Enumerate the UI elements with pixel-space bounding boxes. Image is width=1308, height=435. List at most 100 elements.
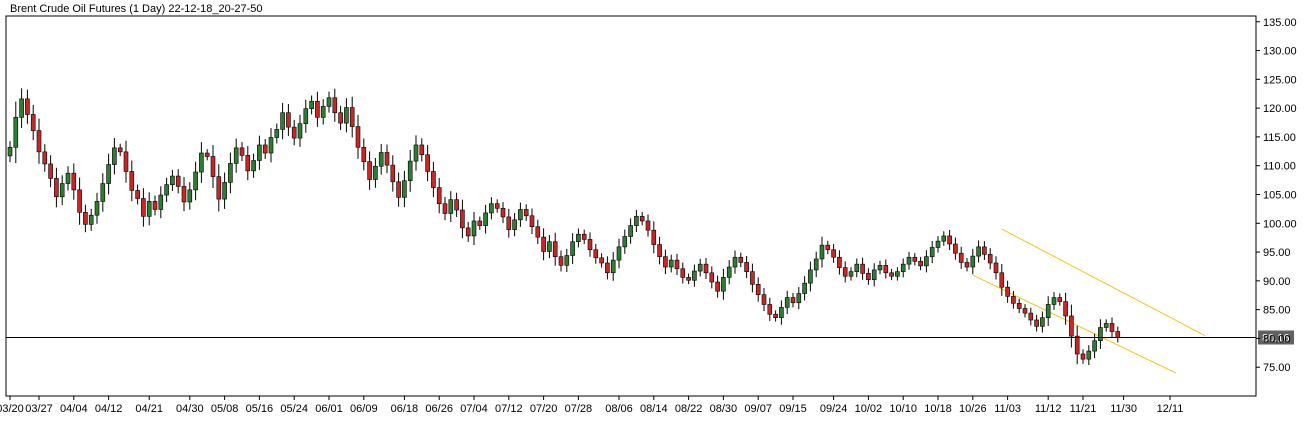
candle-down xyxy=(993,262,999,274)
candle-down xyxy=(454,199,459,211)
candle-down xyxy=(755,284,761,295)
candle-up xyxy=(471,220,477,237)
candle-down xyxy=(1022,308,1028,314)
candle-up xyxy=(222,182,227,200)
y-tick-label: 135.00 xyxy=(1263,17,1297,29)
candle-up xyxy=(19,98,24,118)
candle-down xyxy=(315,100,320,118)
current-price-tag xyxy=(1258,330,1294,345)
candle-down xyxy=(541,236,546,252)
candle-down xyxy=(286,112,291,128)
x-tick-label: 12/11 xyxy=(1157,403,1184,415)
candle-down xyxy=(425,154,430,172)
y-tick-label: 95.00 xyxy=(1263,247,1291,259)
candle-up xyxy=(1103,323,1109,328)
y-tick-label: 100.00 xyxy=(1263,218,1297,230)
candle-up xyxy=(976,246,981,257)
current-price-label: 80.16 xyxy=(1262,333,1290,345)
candle-down xyxy=(912,256,918,262)
candle-down xyxy=(349,107,355,127)
candle-up xyxy=(779,307,784,318)
candle-up xyxy=(1045,304,1051,318)
y-tick-label: 105.00 xyxy=(1263,189,1297,201)
candle-up xyxy=(877,265,883,271)
candle-down xyxy=(384,152,390,166)
candle-down xyxy=(953,243,958,254)
x-tick-label: 05/24 xyxy=(280,403,308,415)
candle-up xyxy=(854,263,860,272)
candle-up xyxy=(895,271,900,277)
candle-up xyxy=(1051,297,1057,305)
x-tick-label: 08/30 xyxy=(710,403,738,415)
candle-down xyxy=(605,262,610,274)
candle-up xyxy=(251,160,256,172)
candle-up xyxy=(732,256,738,268)
y-tick-label: 90.00 xyxy=(1263,276,1291,288)
candle-up xyxy=(668,259,674,268)
candle-down xyxy=(460,209,465,229)
candle-down xyxy=(1109,323,1115,332)
candle-up xyxy=(610,259,616,274)
x-tick-label: 04/30 xyxy=(176,403,204,415)
candle-up xyxy=(309,100,314,109)
candle-down xyxy=(581,233,587,240)
candle-down xyxy=(535,226,541,238)
candle-up xyxy=(146,201,152,217)
candle-down xyxy=(123,151,129,172)
x-tick-label: 09/24 xyxy=(820,403,848,415)
x-tick-label: 07/28 xyxy=(565,403,593,415)
x-tick-label: 10/26 xyxy=(959,403,987,415)
candle-down xyxy=(77,189,82,213)
candle-up xyxy=(112,147,117,165)
y-tick-label: 80.00 xyxy=(1263,333,1291,345)
candle-down xyxy=(715,281,720,292)
candle-down xyxy=(36,130,42,153)
chart-title: Brent Crude Oil Futures (1 Day) 22-12-18… xyxy=(10,3,263,15)
candle-down xyxy=(958,252,964,263)
candle-down xyxy=(175,175,181,187)
x-tick-label: 11/03 xyxy=(994,403,1021,415)
x-tick-label: 04/04 xyxy=(60,403,88,415)
candle-up xyxy=(813,258,819,271)
candle-down xyxy=(866,273,871,280)
candle-down xyxy=(239,147,245,156)
candle-down xyxy=(129,171,135,191)
candle-up xyxy=(570,241,575,256)
candle-down xyxy=(1069,315,1074,337)
candle-up xyxy=(280,112,285,130)
candle-down xyxy=(494,203,500,209)
candle-up xyxy=(784,297,790,308)
candle-down xyxy=(703,263,709,274)
candle-up xyxy=(483,212,488,226)
x-tick-label: 06/01 xyxy=(315,403,343,415)
x-tick-label: 06/26 xyxy=(425,403,453,415)
candle-up xyxy=(622,236,628,248)
candle-down xyxy=(465,227,471,237)
candle-up xyxy=(170,175,175,185)
candle-down xyxy=(506,216,512,230)
x-tick-label: 10/10 xyxy=(889,403,917,415)
candle-down xyxy=(761,294,767,305)
candle-up xyxy=(697,263,703,272)
candle-down xyxy=(338,112,343,124)
x-tick-label: 08/06 xyxy=(605,403,633,415)
candle-down xyxy=(30,114,36,131)
candle-up xyxy=(228,163,233,183)
candle-down xyxy=(1057,297,1063,302)
candle-down xyxy=(367,161,372,180)
x-tick-label: 11/21 xyxy=(1070,403,1097,415)
candle-down xyxy=(477,220,483,226)
candle-down xyxy=(500,208,506,218)
channel-line xyxy=(1001,228,1206,336)
candle-down xyxy=(1005,286,1010,297)
candle-up xyxy=(65,172,71,184)
x-tick-label: 07/12 xyxy=(495,403,523,415)
candle-up xyxy=(373,165,378,180)
candle-down xyxy=(883,265,889,274)
candle-up xyxy=(303,108,309,124)
candle-up xyxy=(871,269,877,280)
candle-down xyxy=(987,254,993,264)
candle-down xyxy=(431,171,436,188)
